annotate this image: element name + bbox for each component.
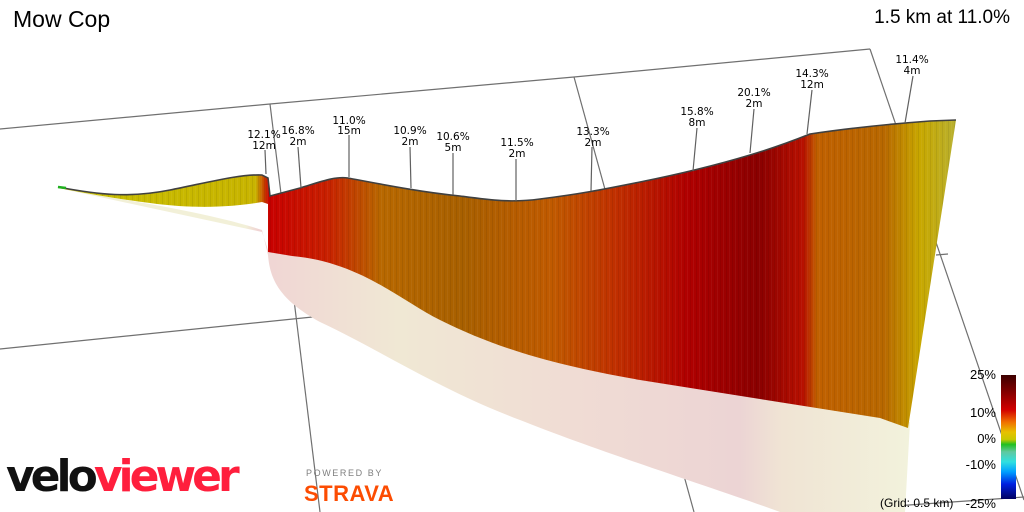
annotation-gradient: 11.5% xyxy=(500,137,533,149)
strava-logo: STRAVA xyxy=(304,481,395,506)
annotation-gradient: 11.4% xyxy=(895,54,928,66)
annotation-length: 2m xyxy=(509,148,526,160)
annotation-gradient: 20.1% xyxy=(737,87,770,99)
legend-label-0: 0% xyxy=(977,431,996,446)
grid-scale-note: (Grid: 0.5 km) xyxy=(880,496,954,510)
climb-summary: 1.5 km at 11.0% xyxy=(874,7,1010,28)
annotation-length: 5m xyxy=(445,142,462,154)
annotation-length: 12m xyxy=(800,79,824,91)
annotation-gradient: 13.3% xyxy=(576,126,609,138)
annotation-length: 12m xyxy=(252,140,276,152)
annotation-length: 15m xyxy=(337,125,361,137)
gradient-annotations: 12.1% 12m 16.8% 2m 11.0% 15m 10.9% 2m 10… xyxy=(247,54,928,160)
annotation-gradient: 11.0% xyxy=(332,115,365,127)
legend-label-max: 25% xyxy=(969,367,996,382)
annotation-length: 4m xyxy=(904,65,921,77)
logo-velo-text: velo xyxy=(6,451,98,502)
annotation-length: 8m xyxy=(689,117,706,129)
annotation-length: 2m xyxy=(402,136,419,148)
profile-top-edge xyxy=(57,119,957,202)
logo-viewer-text: viewer xyxy=(93,451,240,502)
annotation-leaders xyxy=(264,75,914,201)
veloviewer-logo: veloviewer xyxy=(6,451,240,502)
annotation-length: 2m xyxy=(290,136,307,148)
annotation-gradient: 15.8% xyxy=(680,106,713,118)
annotation-gradient: 10.6% xyxy=(436,131,469,143)
annotation-gradient: 14.3% xyxy=(795,68,828,80)
gradient-color-scale xyxy=(1001,375,1016,499)
annotation-gradient: 12.1% xyxy=(247,129,280,141)
legend-label-min: -25% xyxy=(965,496,996,511)
legend-label-neg10: -10% xyxy=(965,457,996,472)
powered-by-label: POWERED BY xyxy=(306,468,384,478)
climb-title: Mow Cop xyxy=(13,6,111,32)
annotation-gradient: 10.9% xyxy=(393,125,426,137)
annotation-gradient: 16.8% xyxy=(281,125,314,137)
annotation-length: 2m xyxy=(585,137,602,149)
profile-shadow xyxy=(58,188,910,512)
annotation-length: 2m xyxy=(746,98,763,110)
legend-label-10: 10% xyxy=(969,405,996,420)
